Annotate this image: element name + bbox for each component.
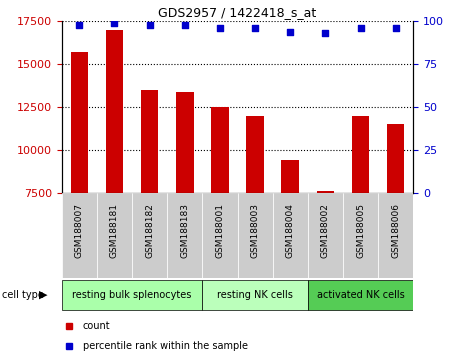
Bar (308, 193, 343, 278)
Bar (202, 280, 308, 310)
Text: GSM188181: GSM188181 (110, 203, 119, 258)
Bar (97, 193, 132, 278)
Text: GSM188006: GSM188006 (391, 203, 400, 258)
Text: resting bulk splenocytes: resting bulk splenocytes (72, 290, 192, 300)
Bar (343, 193, 378, 278)
Point (322, 30, 329, 36)
Bar (132, 193, 167, 278)
Text: GSM188005: GSM188005 (356, 203, 365, 258)
Point (357, 25, 364, 31)
Text: GSM188001: GSM188001 (216, 203, 224, 258)
Text: resting NK cells: resting NK cells (217, 290, 293, 300)
Text: GSM188004: GSM188004 (286, 203, 294, 258)
Point (251, 25, 259, 31)
Bar (238, 193, 273, 278)
Bar (247, 116, 264, 193)
Text: GSM188182: GSM188182 (145, 203, 154, 258)
Title: GDS2957 / 1422418_s_at: GDS2957 / 1422418_s_at (158, 6, 317, 19)
Bar (167, 193, 202, 278)
Point (392, 25, 399, 31)
Bar (141, 90, 158, 193)
Bar (281, 160, 299, 193)
Text: GSM188183: GSM188183 (180, 203, 189, 258)
Point (146, 22, 153, 28)
Text: percentile rank within the sample: percentile rank within the sample (83, 341, 248, 350)
Point (181, 22, 189, 28)
Bar (62, 193, 97, 278)
Bar (387, 124, 404, 193)
Text: activated NK cells: activated NK cells (317, 290, 404, 300)
Text: GSM188002: GSM188002 (321, 203, 330, 258)
Text: count: count (83, 321, 111, 331)
Bar (71, 52, 88, 193)
Bar (273, 193, 308, 278)
Point (76, 22, 83, 28)
Bar (316, 191, 334, 193)
Bar (176, 92, 194, 193)
Text: GSM188007: GSM188007 (75, 203, 84, 258)
Text: GSM188003: GSM188003 (251, 203, 259, 258)
Text: cell type: cell type (2, 290, 44, 300)
Bar (352, 116, 369, 193)
Point (111, 20, 118, 26)
Bar (211, 107, 228, 193)
Bar (62, 280, 202, 310)
Bar (308, 280, 413, 310)
Bar (105, 30, 124, 193)
Point (286, 29, 294, 34)
Point (216, 25, 224, 31)
Bar (378, 193, 413, 278)
Bar (202, 193, 238, 278)
Text: ▶: ▶ (38, 290, 47, 300)
